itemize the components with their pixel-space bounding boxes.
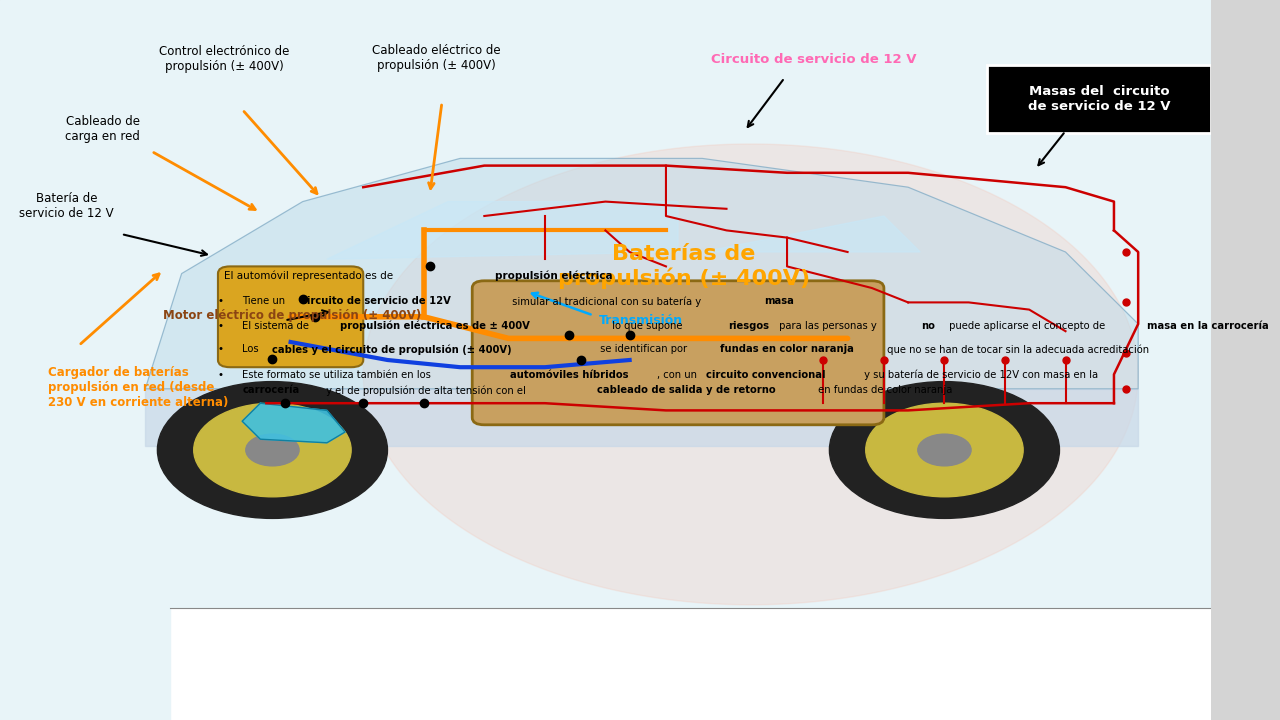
Text: y su batería de servicio de 12V con masa en la: y su batería de servicio de 12V con masa…	[861, 370, 1098, 380]
Circle shape	[829, 382, 1060, 518]
Text: Masas del  circuito
de servicio de 12 V: Masas del circuito de servicio de 12 V	[1028, 86, 1171, 113]
Bar	[146, 389, 1138, 446]
Text: propulsión eléctrica: propulsión eléctrica	[495, 270, 613, 281]
Text: •: •	[218, 370, 224, 380]
Text: Este formato se utiliza también en los: Este formato se utiliza también en los	[242, 370, 434, 380]
Text: Transmisión: Transmisión	[599, 314, 684, 327]
Text: para las personas y: para las personas y	[776, 320, 881, 330]
Circle shape	[918, 434, 972, 466]
FancyBboxPatch shape	[218, 266, 364, 367]
Polygon shape	[364, 144, 1138, 605]
Polygon shape	[326, 202, 678, 259]
Text: , con un: , con un	[658, 370, 700, 380]
Text: propulsión eléctrica es de ± 400V: propulsión eléctrica es de ± 400V	[340, 320, 530, 331]
Bar	[0, 608, 169, 720]
Text: no: no	[922, 320, 936, 330]
Polygon shape	[146, 158, 1138, 389]
Text: cableado de salida y de retorno: cableado de salida y de retorno	[596, 385, 776, 395]
Text: •: •	[218, 344, 224, 354]
Text: lo que supone: lo que supone	[609, 320, 686, 330]
Text: •: •	[218, 320, 224, 330]
Text: Circuito de servicio de 12 V: Circuito de servicio de 12 V	[710, 53, 916, 66]
FancyBboxPatch shape	[987, 65, 1211, 133]
Text: carrocería: carrocería	[242, 385, 300, 395]
Text: Cableado de
carga en red: Cableado de carga en red	[65, 114, 141, 143]
Text: masa en la carrocería: masa en la carrocería	[1147, 320, 1268, 330]
Bar	[169, 608, 1211, 720]
Text: automóviles híbridos: automóviles híbridos	[509, 370, 628, 380]
Text: Cargador de baterías
propulsión en red (desde
230 V en corriente alterna): Cargador de baterías propulsión en red (…	[49, 366, 229, 409]
Text: El automóvil representado es de: El automóvil representado es de	[224, 270, 397, 281]
Text: masa: masa	[764, 297, 794, 306]
Text: en fundas de color naranja: en fundas de color naranja	[815, 385, 952, 395]
Text: circuito convencional: circuito convencional	[705, 370, 826, 380]
Text: Baterías de
propulsión (± 400V): Baterías de propulsión (± 400V)	[558, 244, 810, 289]
Text: Motor eléctrico de propulsión (± 400V): Motor eléctrico de propulsión (± 400V)	[164, 309, 421, 322]
Text: riesgos: riesgos	[728, 320, 769, 330]
Bar	[0, 0, 1211, 634]
Text: simular al tradicional con su batería y: simular al tradicional con su batería y	[508, 296, 704, 307]
Text: Control electrónico de
propulsión (± 400V): Control electrónico de propulsión (± 400…	[159, 45, 289, 73]
Circle shape	[865, 403, 1023, 497]
Text: se identifican por: se identifican por	[596, 344, 690, 354]
Polygon shape	[242, 403, 346, 443]
Text: y el de propulsión de alta tensión con el: y el de propulsión de alta tensión con e…	[324, 385, 530, 396]
Text: que no se han de tocar sin la adecuada acreditación: que no se han de tocar sin la adecuada a…	[884, 344, 1149, 354]
Text: cables y el circuito de propulsión (± 400V): cables y el circuito de propulsión (± 40…	[273, 344, 512, 354]
Text: El sistema de: El sistema de	[242, 320, 312, 330]
Text: Cableado eléctrico de
propulsión (± 400V): Cableado eléctrico de propulsión (± 400V…	[371, 44, 500, 72]
Circle shape	[246, 434, 300, 466]
Circle shape	[157, 382, 388, 518]
Text: circuito de servicio de 12V: circuito de servicio de 12V	[302, 297, 452, 306]
Text: fundas en color naranja: fundas en color naranja	[721, 344, 854, 354]
Polygon shape	[703, 216, 920, 252]
FancyBboxPatch shape	[472, 281, 884, 425]
Text: Batería de
servicio de 12 V: Batería de servicio de 12 V	[19, 192, 114, 220]
Text: •: •	[218, 297, 224, 306]
Text: puede aplicarse el concepto de: puede aplicarse el concepto de	[946, 320, 1108, 330]
Text: Los: Los	[242, 344, 262, 354]
Circle shape	[193, 403, 351, 497]
Text: Tiene un: Tiene un	[242, 297, 288, 306]
